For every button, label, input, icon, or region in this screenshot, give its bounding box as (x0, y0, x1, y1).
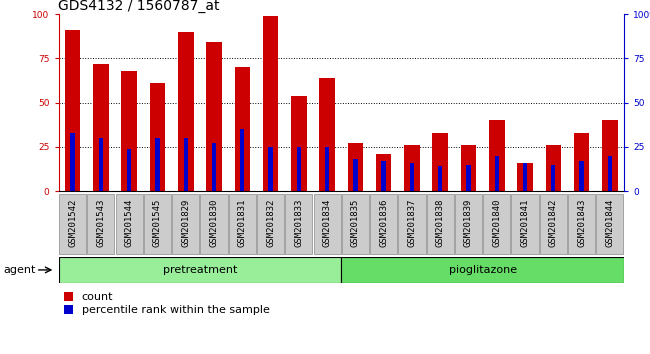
Bar (382, 161, 386, 191)
Text: GSM201840: GSM201840 (492, 199, 501, 247)
Text: GSM201832: GSM201832 (266, 199, 275, 247)
FancyBboxPatch shape (398, 194, 426, 254)
Text: GSM201829: GSM201829 (181, 199, 190, 247)
Text: GSM201839: GSM201839 (464, 199, 473, 247)
Bar (489, 120, 504, 191)
Text: GSM201833: GSM201833 (294, 199, 304, 247)
FancyBboxPatch shape (341, 257, 624, 283)
Bar (291, 96, 307, 191)
Text: GSM201545: GSM201545 (153, 199, 162, 247)
FancyBboxPatch shape (172, 194, 200, 254)
Bar (523, 163, 527, 191)
Bar (155, 138, 160, 191)
Bar (183, 138, 188, 191)
Text: GSM201842: GSM201842 (549, 199, 558, 247)
Bar (461, 145, 476, 191)
Bar (325, 147, 330, 191)
Bar (574, 133, 590, 191)
FancyBboxPatch shape (455, 194, 482, 254)
Bar (376, 154, 391, 191)
Bar (206, 42, 222, 191)
FancyBboxPatch shape (285, 194, 313, 254)
Text: GSM201544: GSM201544 (125, 199, 134, 247)
Bar (263, 16, 278, 191)
Bar (65, 30, 81, 191)
Bar (432, 133, 448, 191)
Text: GSM201835: GSM201835 (351, 199, 360, 247)
FancyBboxPatch shape (229, 194, 256, 254)
Bar (268, 147, 273, 191)
Bar (579, 161, 584, 191)
Bar (353, 159, 358, 191)
FancyBboxPatch shape (144, 194, 171, 254)
FancyBboxPatch shape (426, 194, 454, 254)
Text: pretreatment: pretreatment (162, 265, 237, 275)
FancyBboxPatch shape (313, 194, 341, 254)
Bar (178, 32, 194, 191)
Bar (438, 166, 443, 191)
Bar (296, 147, 301, 191)
FancyBboxPatch shape (568, 194, 595, 254)
Bar (150, 83, 165, 191)
Text: GSM201831: GSM201831 (238, 199, 247, 247)
Bar (410, 163, 414, 191)
Text: GSM201838: GSM201838 (436, 199, 445, 247)
Bar (466, 165, 471, 191)
Bar (545, 145, 561, 191)
Bar (602, 120, 617, 191)
FancyBboxPatch shape (540, 194, 567, 254)
Bar (517, 163, 533, 191)
Bar (212, 143, 216, 191)
Bar (122, 71, 137, 191)
FancyBboxPatch shape (200, 194, 227, 254)
Bar (348, 143, 363, 191)
Text: GSM201542: GSM201542 (68, 199, 77, 247)
Text: GDS4132 / 1560787_at: GDS4132 / 1560787_at (58, 0, 220, 13)
Text: GSM201836: GSM201836 (379, 199, 388, 247)
Bar (93, 64, 109, 191)
Bar (70, 133, 75, 191)
Text: GSM201834: GSM201834 (322, 199, 332, 247)
FancyBboxPatch shape (59, 194, 86, 254)
FancyBboxPatch shape (257, 194, 284, 254)
Bar (99, 138, 103, 191)
FancyBboxPatch shape (596, 194, 623, 254)
Text: GSM201843: GSM201843 (577, 199, 586, 247)
Bar (608, 156, 612, 191)
FancyBboxPatch shape (342, 194, 369, 254)
Text: GSM201830: GSM201830 (209, 199, 218, 247)
Bar (319, 78, 335, 191)
Text: GSM201841: GSM201841 (521, 199, 530, 247)
Text: agent: agent (3, 265, 36, 275)
Bar (495, 156, 499, 191)
Text: GSM201844: GSM201844 (605, 199, 614, 247)
Bar (240, 129, 244, 191)
Legend: count, percentile rank within the sample: count, percentile rank within the sample (64, 292, 270, 315)
Bar (404, 145, 420, 191)
FancyBboxPatch shape (116, 194, 143, 254)
Bar (235, 67, 250, 191)
FancyBboxPatch shape (370, 194, 397, 254)
FancyBboxPatch shape (87, 194, 114, 254)
Bar (551, 165, 556, 191)
Text: GSM201543: GSM201543 (96, 199, 105, 247)
FancyBboxPatch shape (483, 194, 510, 254)
Bar (127, 149, 131, 191)
Text: GSM201837: GSM201837 (408, 199, 417, 247)
FancyBboxPatch shape (512, 194, 539, 254)
FancyBboxPatch shape (58, 257, 341, 283)
Text: pioglitazone: pioglitazone (448, 265, 517, 275)
